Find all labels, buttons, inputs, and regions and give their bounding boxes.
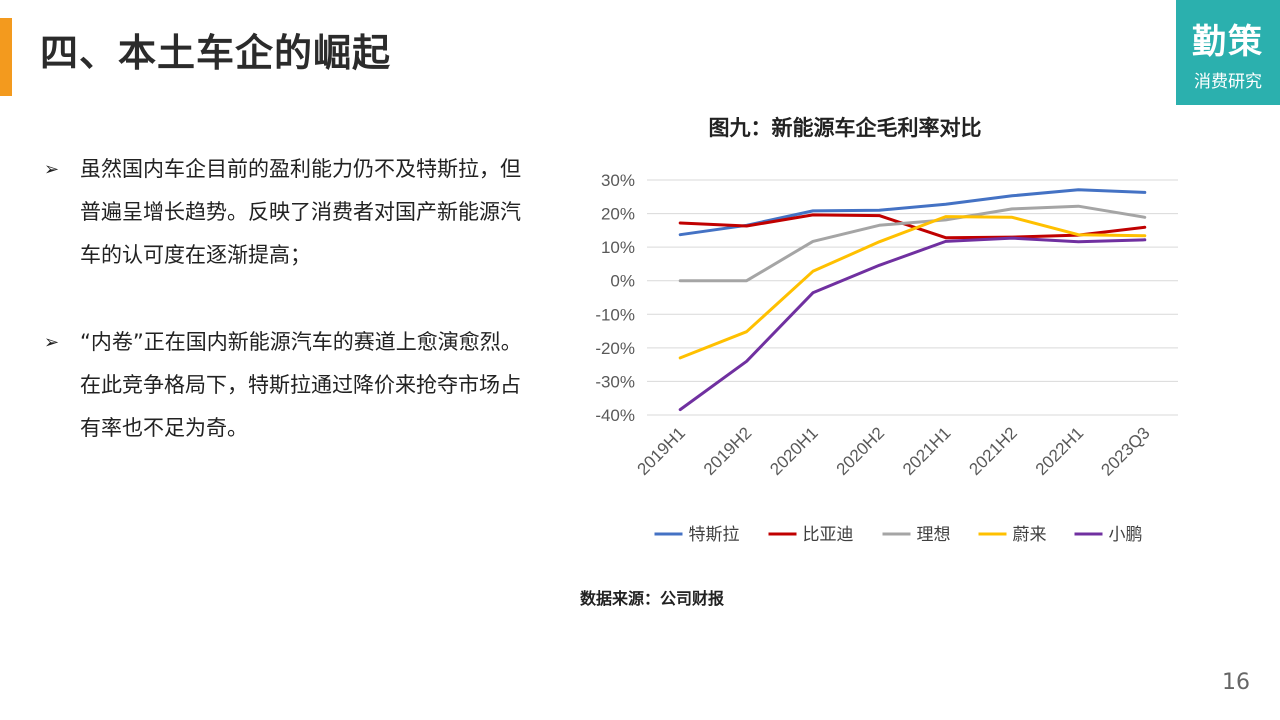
x-tick-label: 2023Q3: [1097, 423, 1153, 479]
bullet-item: ➢ 虽然国内车企目前的盈利能力仍不及特斯拉，但普遍呈增长趋势。反映了消费者对国产…: [44, 148, 534, 277]
series-line: [678, 204, 1147, 283]
source-note: 数据来源：公司财报: [580, 589, 725, 608]
x-tick-label: 2020H1: [766, 423, 822, 479]
y-tick-label: -30%: [595, 372, 635, 391]
logo-sub-text: 消费研究: [1194, 72, 1262, 92]
bullet-text: “内卷”正在国内新能源汽车的赛道上愈演愈烈。在此竞争格局下，特斯拉通过降价来抢夺…: [80, 330, 522, 440]
legend-label: 理想: [917, 525, 951, 545]
chart-title: 图九：新能源车企毛利率对比: [708, 116, 982, 140]
arrow-bullet-icon: ➢: [44, 332, 60, 353]
brand-logo: 勤策 消费研究: [1176, 0, 1280, 105]
title-accent-bar: [0, 18, 12, 96]
arrow-bullet-icon: ➢: [44, 159, 60, 180]
bullet-list: ➢ 虽然国内车企目前的盈利能力仍不及特斯拉，但普遍呈增长趋势。反映了消费者对国产…: [44, 148, 534, 494]
legend-label: 小鹏: [1109, 525, 1143, 545]
page-number: 16: [1222, 670, 1250, 695]
legend-label: 蔚来: [1013, 525, 1047, 545]
logo-main-text: 勤策: [1192, 22, 1264, 62]
x-tick-label: 2021H1: [899, 423, 955, 479]
y-tick-label: 10%: [601, 238, 635, 257]
page-title: 四、本土车企的崛起: [40, 31, 392, 75]
series-line: [678, 213, 1147, 240]
y-tick-label: 0%: [610, 272, 635, 291]
x-tick-label: 2021H2: [965, 423, 1021, 479]
y-tick-label: 30%: [601, 171, 635, 190]
bullet-text: 虽然国内车企目前的盈利能力仍不及特斯拉，但普遍呈增长趋势。反映了消费者对国产新能…: [80, 157, 521, 267]
x-tick-label: 2019H1: [633, 423, 689, 479]
series-line: [678, 236, 1147, 412]
legend-label: 比亚迪: [803, 525, 854, 545]
x-tick-label: 2020H2: [833, 423, 889, 479]
gross-margin-line-chart: -40%-30%-20%-10%0%10%20%30%2019H1 2019H2 2…: [595, 171, 1178, 545]
legend-label: 特斯拉: [689, 525, 740, 545]
y-tick-label: 20%: [601, 205, 635, 224]
bullet-item: ➢ “内卷”正在国内新能源汽车的赛道上愈演愈烈。在此竞争格局下，特斯拉通过降价来…: [44, 321, 534, 450]
y-tick-label: -10%: [595, 305, 635, 324]
y-tick-label: -40%: [595, 406, 635, 425]
series-line: [678, 215, 1147, 360]
x-tick-label: 2022H1: [1032, 423, 1088, 479]
y-tick-label: -20%: [595, 339, 635, 358]
x-tick-label: 2019H2: [700, 423, 756, 479]
